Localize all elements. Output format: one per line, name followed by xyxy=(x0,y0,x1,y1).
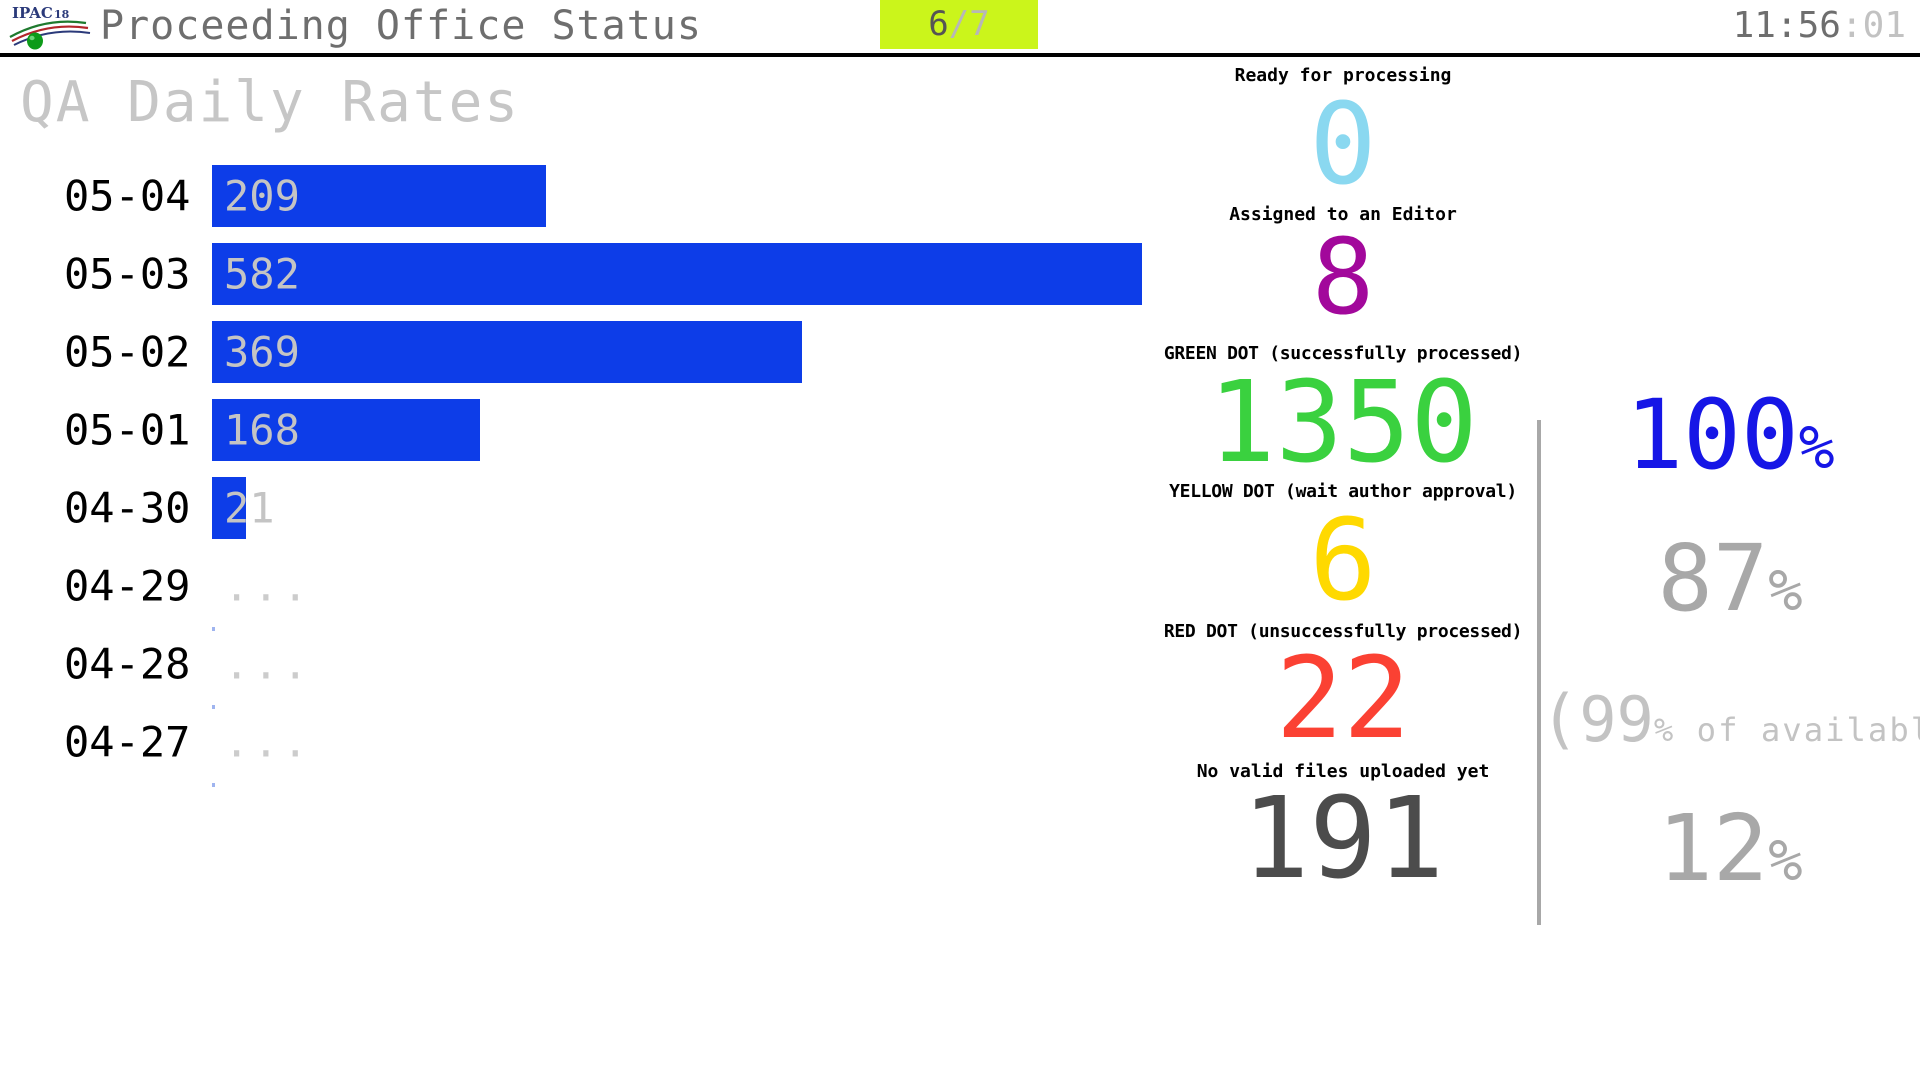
bar-track: ... xyxy=(212,555,1140,617)
percent-number-no-valid: 12 xyxy=(1657,795,1769,902)
bar-value-label: 582 xyxy=(224,249,300,299)
ipac18-logo: IPAC 18 xyxy=(9,4,91,50)
bar-track: 209 xyxy=(212,165,1140,227)
percent-sign-green: % xyxy=(1798,414,1835,483)
bar-row: 05-04 209 xyxy=(0,157,1150,235)
bar-row: 05-03 582 xyxy=(0,235,1150,313)
bar-fill xyxy=(212,477,246,539)
bar-track: ... xyxy=(212,633,1140,695)
bar-value-label: ... xyxy=(224,717,312,767)
vertical-divider xyxy=(1537,420,1541,925)
chart-title: QA Daily Rates xyxy=(20,70,521,135)
stat-label-assigned-to-editor: Assigned to an Editor xyxy=(1229,204,1457,225)
bar-value-label: 209 xyxy=(224,171,300,221)
bar-row: 05-02 369 xyxy=(0,313,1150,391)
bar-value-label: ... xyxy=(224,561,312,611)
stat-label-yellow-dot: YELLOW DOT (wait author approval) xyxy=(1169,481,1517,502)
stat-percent-red-dot: (99% of available) xyxy=(1540,687,1920,752)
stat-percent-green-dot: 100% xyxy=(1540,387,1920,483)
percent-sign-no-valid: % xyxy=(1768,828,1803,894)
clock: 11:56:01 xyxy=(1733,2,1906,50)
status-stats-panel: Ready for processing 0 Assigned to an Ed… xyxy=(1150,57,1920,1080)
bar-stub-marker xyxy=(212,627,215,631)
stat-value-no-valid-files: 191 xyxy=(1241,774,1445,904)
qa-daily-rates-chart: QA Daily Rates 05-04 209 05-03 582 05-02 369 0… xyxy=(0,57,1150,1080)
bar-track: 168 xyxy=(212,399,1140,461)
bar-date-label: 04-30 xyxy=(64,483,191,533)
percent-suffix-red: % of available xyxy=(1653,711,1920,749)
bar-value-label: 168 xyxy=(224,405,300,455)
stat-percent-no-valid-files: 12% xyxy=(1540,803,1920,895)
stat-percent-yellow-dot: 87% xyxy=(1540,533,1920,625)
bar-date-label: 05-01 xyxy=(64,405,191,455)
page-title: Proceeding Office Status xyxy=(100,3,702,49)
clock-seconds: :01 xyxy=(1840,5,1906,46)
percent-sign-yellow: % xyxy=(1768,558,1803,624)
bar-track: 21 xyxy=(212,477,1140,539)
top-header-bar: IPAC 18 Proceeding Office Status 6/7 11:… xyxy=(0,0,1920,57)
bar-track: ... xyxy=(212,711,1140,773)
bar-stub-marker xyxy=(212,705,215,709)
percent-number-red: 99 xyxy=(1579,683,1654,756)
bar-fill xyxy=(212,399,480,461)
bar-row: 04-27... xyxy=(0,703,1150,787)
slide-counter-current: 6 xyxy=(928,4,949,44)
stat-label-green-dot: GREEN DOT (successfully processed) xyxy=(1163,343,1523,364)
bar-track: 369 xyxy=(212,321,1140,383)
clock-hours-minutes: 11:56 xyxy=(1732,5,1841,46)
stat-value-green-dot: 1350 xyxy=(1208,358,1478,488)
stat-value-red-dot: 22 xyxy=(1275,634,1411,764)
stat-label-ready-for-processing: Ready for processing xyxy=(1234,65,1452,86)
percent-number-green: 100 xyxy=(1625,379,1799,491)
bar-date-label: 05-02 xyxy=(64,327,191,377)
bar-value-label: ... xyxy=(224,639,312,689)
bar-value-label: 21 xyxy=(224,483,275,533)
bar-date-label: 05-03 xyxy=(64,249,191,299)
bar-date-label: 04-29 xyxy=(64,561,191,611)
stat-label-red-dot: RED DOT (unsuccessfully processed) xyxy=(1163,621,1523,642)
bar-date-label: 04-28 xyxy=(64,639,191,689)
stat-value-ready-for-processing: 0 xyxy=(1309,80,1377,210)
bar-fill xyxy=(212,165,546,227)
bar-row: 05-01 168 xyxy=(0,391,1150,469)
slide-counter-total: /7 xyxy=(948,4,990,44)
bar-date-label: 05-04 xyxy=(64,171,191,221)
bar-fill xyxy=(212,321,802,383)
stat-label-no-valid-files: No valid files uploaded yet xyxy=(1196,761,1490,782)
bar-row: 04-28... xyxy=(0,625,1150,709)
bar-list: 05-04 209 05-03 582 05-02 369 05-01 168 04-30 21 0… xyxy=(0,157,1150,787)
percent-open-paren: ( xyxy=(1540,682,1580,757)
bar-value-label: 369 xyxy=(224,327,300,377)
svg-text:IPAC: IPAC xyxy=(12,4,53,22)
bar-date-label: 04-27 xyxy=(64,717,191,767)
bar-row: 04-29... xyxy=(0,547,1150,631)
bar-track: 582 xyxy=(212,243,1142,305)
svg-text:18: 18 xyxy=(54,8,70,21)
bar-stub-marker xyxy=(212,783,215,787)
bar-row: 04-30 21 xyxy=(0,469,1150,547)
stat-value-yellow-dot: 6 xyxy=(1309,496,1377,626)
bar-fill xyxy=(212,243,1142,305)
percent-number-yellow: 87 xyxy=(1657,525,1769,632)
slide-counter: 6/7 xyxy=(880,0,1038,49)
stat-value-assigned-to-editor: 8 xyxy=(1311,216,1375,338)
